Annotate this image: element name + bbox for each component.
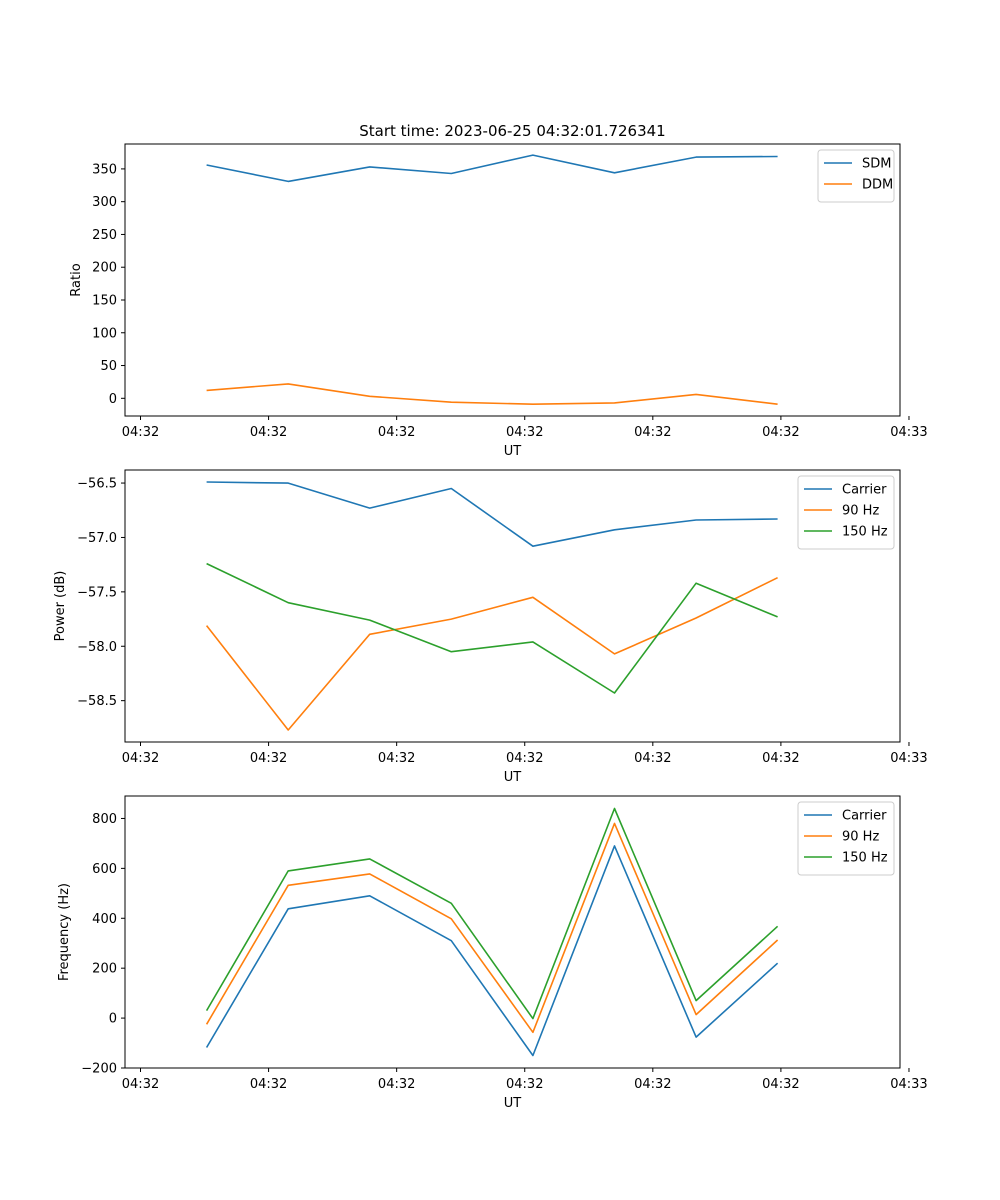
y-tick-label: 350 (92, 162, 117, 177)
x-tick-label: 04:32 (506, 751, 543, 766)
legend-label: Carrier (842, 483, 887, 498)
y-tick-label: −58.0 (77, 640, 117, 655)
x-tick-label: 04:32 (762, 1077, 799, 1092)
subplot-3: 04:32 04:32 04:32 04:32 04:32 04:32 04:33 −200 0… (57, 795, 928, 1111)
x-tick-label: 04:32 (378, 1077, 415, 1092)
legend-label: 150 Hz (842, 851, 888, 866)
x-axis-label: UT (504, 770, 522, 785)
x-tick-label: 04:32 (250, 1077, 287, 1092)
y-axis-label: Frequency (Hz) (57, 883, 72, 981)
x-tick-label: 04:33 (890, 1077, 927, 1092)
x-tick-label: 04:32 (506, 1077, 543, 1092)
y-axis-label: Power (dB) (53, 571, 68, 642)
series-line-ddm (206, 383, 778, 406)
y-tick-label: 600 (92, 862, 117, 877)
series-line-carrier (206, 481, 778, 548)
x-tick-label: 04:32 (378, 751, 415, 766)
axes-frame (124, 795, 901, 1069)
chart-title: Start time: 2023-06-25 04:32:01.726341 (359, 122, 665, 140)
subplot-1: 04:32 04:32 04:32 04:32 04:32 04:32 04:33 0 50 10… (69, 143, 928, 459)
x-tick-label: 04:32 (762, 425, 799, 440)
legend: Carrier 90 Hz 150 Hz (797, 801, 895, 876)
legend-label: 150 Hz (842, 525, 888, 540)
series-line-sdm (206, 154, 778, 183)
legend-label: DDM (862, 178, 893, 193)
subplot-2: 04:32 04:32 04:32 04:32 04:32 04:32 04:33 −58.5… (53, 469, 928, 785)
y-tick-label: 250 (92, 228, 117, 243)
y-tick-label: −56.5 (77, 477, 117, 492)
y-tick-label: 200 (92, 261, 117, 276)
y-tick-label: −200 (81, 1062, 117, 1077)
y-tick-label: 150 (92, 293, 117, 308)
series-line-150-hz (205, 807, 779, 1020)
axes-frame (124, 143, 901, 417)
x-tick-label: 04:32 (762, 751, 799, 766)
axes-frame (124, 469, 901, 743)
x-tick-label: 04:33 (890, 751, 927, 766)
y-tick-label: −57.0 (77, 531, 117, 546)
x-tick-label: 04:32 (506, 425, 543, 440)
y-tick-label: 400 (92, 912, 117, 927)
legend-label: 90 Hz (842, 504, 879, 519)
x-tick-label: 04:32 (634, 425, 671, 440)
y-axis-label: Ratio (69, 263, 84, 296)
x-tick-label: 04:32 (634, 751, 671, 766)
y-tick-label: 800 (92, 812, 117, 827)
series-line-90-hz (205, 576, 778, 731)
x-tick-label: 04:32 (378, 425, 415, 440)
legend-label: Carrier (842, 809, 887, 824)
series-line-carrier (205, 845, 779, 1057)
y-tick-label: 100 (92, 326, 117, 341)
y-tick-label: 50 (100, 359, 117, 374)
x-axis-label: UT (504, 1096, 522, 1111)
x-tick-label: 04:32 (250, 425, 287, 440)
x-tick-label: 04:32 (122, 751, 159, 766)
x-tick-label: 04:32 (634, 1077, 671, 1092)
legend: SDM DDM (817, 149, 895, 203)
y-tick-label: 0 (109, 392, 117, 407)
x-axis-label: UT (504, 444, 522, 459)
x-tick-label: 04:32 (250, 751, 287, 766)
series-line-90-hz (205, 822, 779, 1034)
x-tick-label: 04:33 (890, 425, 927, 440)
y-tick-label: −58.5 (77, 694, 117, 709)
x-tick-label: 04:32 (122, 425, 159, 440)
y-tick-label: −57.5 (77, 585, 117, 600)
y-tick-label: 300 (92, 195, 117, 210)
legend-label: SDM (862, 157, 891, 172)
y-tick-label: 0 (109, 1012, 117, 1027)
series-line-150-hz (206, 562, 778, 694)
x-tick-label: 04:32 (122, 1077, 159, 1092)
legend-label: 90 Hz (842, 830, 879, 845)
legend: Carrier 90 Hz 150 Hz (797, 475, 895, 550)
y-tick-label: 200 (92, 962, 117, 977)
